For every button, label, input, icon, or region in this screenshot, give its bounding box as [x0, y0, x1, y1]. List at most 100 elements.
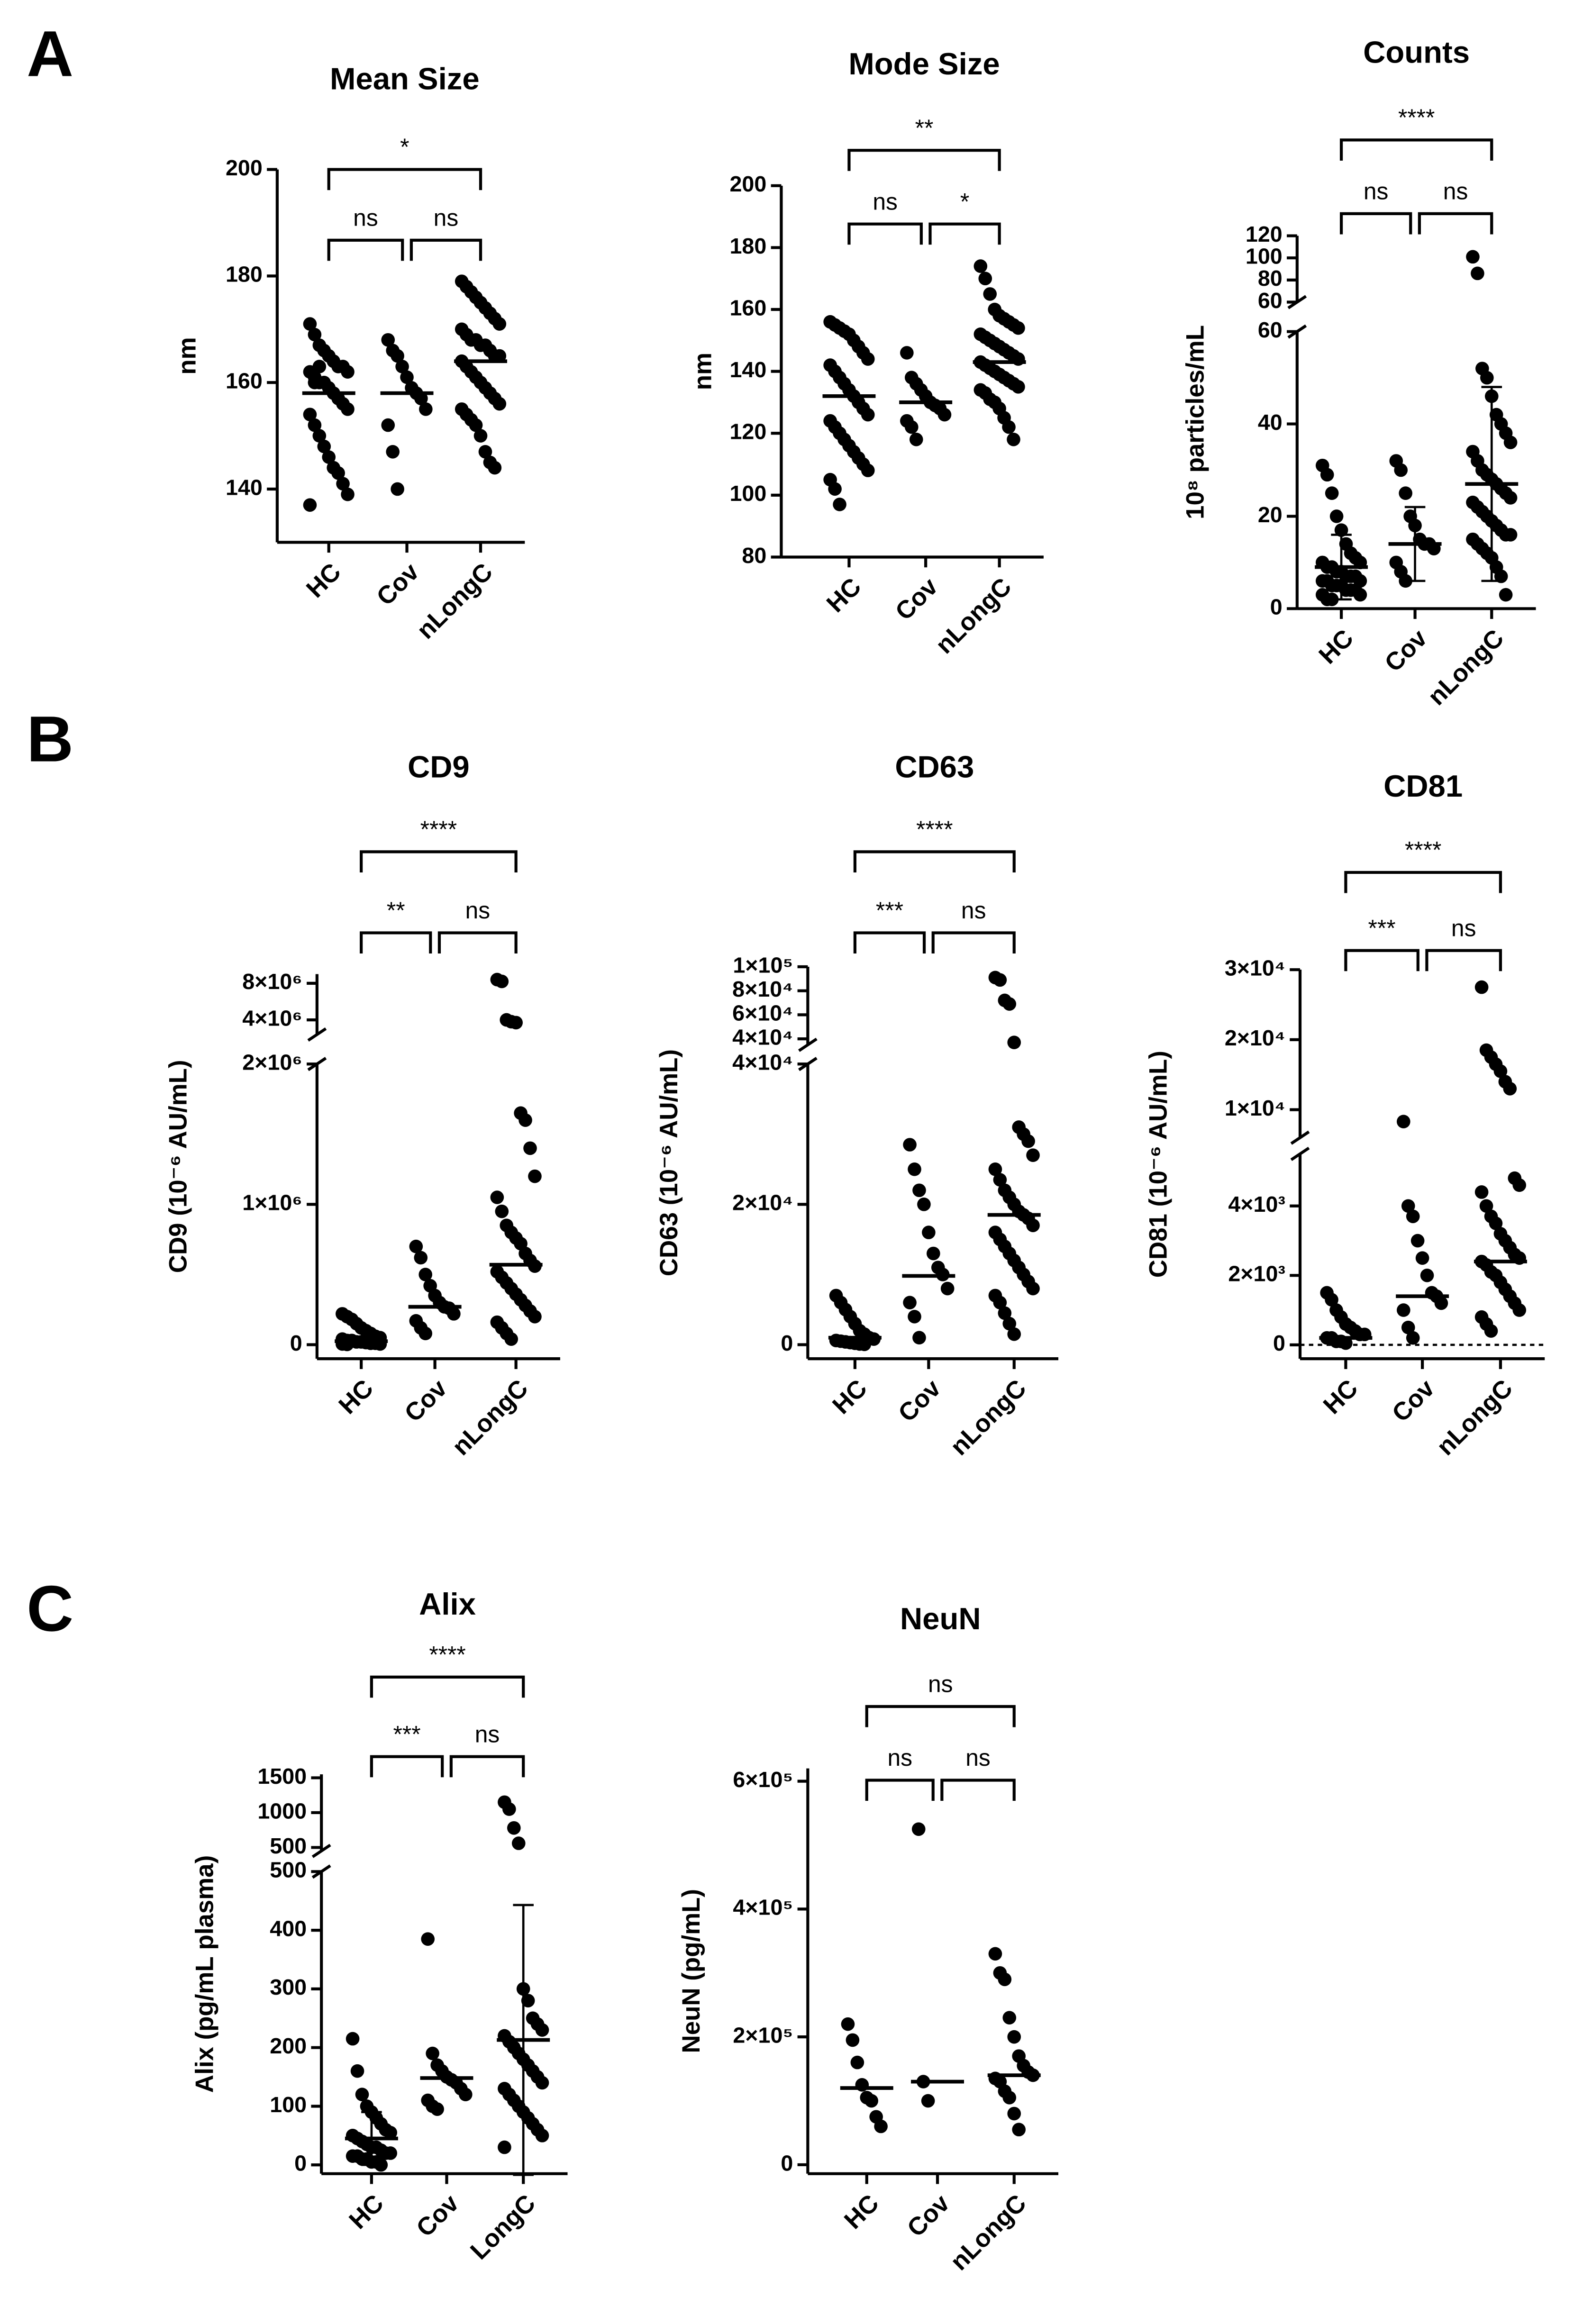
data-point: [1007, 2030, 1021, 2044]
y-tick-label: 120: [730, 419, 767, 444]
significance-bracket: [853, 850, 1016, 872]
y-tick-label: 140: [730, 357, 767, 382]
chart-title: CD63: [895, 750, 974, 784]
data-point: [1494, 569, 1508, 583]
data-point: [498, 2140, 511, 2154]
y-tick-label: 60: [1258, 288, 1283, 313]
data-point: [391, 349, 404, 363]
data-point: [1406, 1331, 1420, 1345]
y-tick-label: 8×10⁴: [732, 977, 793, 1001]
y-tick-label: 2×10⁵: [733, 2023, 793, 2047]
data-point: [492, 317, 507, 331]
data-point: [303, 408, 317, 421]
y-tick-label: 0: [781, 1331, 793, 1355]
y-tick-label: 40: [1258, 410, 1283, 435]
y-tick-label: 300: [270, 1975, 307, 1999]
data-point: [973, 259, 988, 273]
axis-break: [307, 1057, 327, 1071]
data-point: [1480, 371, 1494, 385]
data-point: [993, 973, 1007, 987]
data-point: [373, 1337, 387, 1351]
data-point: [861, 352, 875, 366]
data-point: [383, 2146, 398, 2160]
y-tick-label: 0: [1270, 595, 1283, 619]
data-point: [1026, 1148, 1040, 1162]
y-tick-label: 6×10⁴: [732, 1001, 793, 1026]
data-point: [519, 1113, 532, 1127]
data-point: [341, 402, 355, 416]
data-point: [1012, 2123, 1026, 2137]
data-point: [507, 1821, 521, 1835]
x-tick-label: HC: [1318, 1374, 1364, 1420]
data-point: [922, 1226, 936, 1239]
significance-bracket: [940, 1779, 1016, 1801]
data-point: [488, 461, 502, 475]
data-point: [909, 433, 923, 446]
significance-label: ns: [965, 1744, 991, 1771]
x-tick-label: Cov: [1379, 624, 1433, 678]
data-point: [535, 2076, 549, 2090]
data-point: [414, 391, 428, 406]
data-point: [308, 327, 322, 342]
data-point: [1474, 980, 1489, 994]
y-tick-label: 4×10⁵: [733, 1895, 793, 1920]
y-tick-label: 0: [1273, 1331, 1285, 1355]
x-tick-label: HC: [821, 572, 867, 618]
significance-bracket: [1344, 949, 1419, 971]
significance-bracket: [847, 149, 1001, 171]
significance-label: ****: [916, 816, 953, 843]
data-point: [1479, 1199, 1493, 1213]
data-point: [1334, 523, 1348, 537]
x-tick-label: Cov: [411, 2189, 464, 2242]
y-axis-label: nm: [173, 337, 201, 374]
significance-bracket: [370, 1675, 525, 1698]
data-point: [1410, 1234, 1425, 1248]
significance-bracket: [865, 1779, 935, 1801]
data-point: [912, 1331, 926, 1345]
data-point: [1002, 2011, 1017, 2024]
data-point: [502, 1802, 516, 1816]
data-point: [861, 408, 875, 422]
y-tick-label: 6×10⁵: [733, 1767, 793, 1792]
chart-title: Alix: [419, 1587, 476, 1621]
data-point: [1007, 1327, 1021, 1341]
significance-label: ns: [434, 204, 459, 231]
data-point: [528, 1309, 542, 1324]
data-point: [921, 2094, 935, 2108]
x-tick-label: HC: [344, 2189, 389, 2234]
data-point: [983, 287, 997, 301]
data-point: [1434, 1296, 1448, 1310]
x-tick-label: nLongC: [411, 558, 498, 645]
data-point: [426, 2046, 439, 2061]
axis-break: [798, 1037, 818, 1052]
data-point: [1415, 1251, 1429, 1265]
data-point: [903, 1296, 917, 1309]
x-tick-label: nLongC: [945, 1374, 1032, 1461]
data-point: [535, 2023, 549, 2037]
significance-label: ns: [465, 897, 491, 924]
x-tick-label: HC: [333, 1374, 379, 1420]
data-point: [495, 1204, 509, 1218]
axis-break: [307, 1027, 327, 1042]
y-tick-label: 180: [226, 262, 263, 287]
data-point: [1489, 1216, 1503, 1230]
data-point: [418, 1268, 433, 1281]
y-tick-label: 200: [730, 172, 767, 196]
data-point: [1002, 997, 1017, 1011]
y-tick-label: 4×10³: [1228, 1192, 1285, 1216]
y-tick-label: 4×10⁴: [732, 1025, 793, 1049]
significance-bracket: [847, 222, 923, 245]
y-tick-label: 500: [270, 1858, 307, 1882]
significance-bracket: [1339, 212, 1412, 235]
y-tick-label: 3×10⁴: [1225, 956, 1285, 980]
data-point: [846, 2033, 860, 2047]
x-tick-label: nLongC: [930, 572, 1017, 659]
data-point: [908, 1309, 921, 1324]
data-point: [1512, 1303, 1527, 1317]
y-axis-label: NeuN (pg/mL): [677, 1889, 705, 2053]
data-point: [473, 429, 488, 443]
significance-bracket: [360, 931, 432, 953]
chart-title: CD81: [1383, 769, 1463, 803]
data-point: [1329, 509, 1344, 523]
significance-label: ns: [887, 1744, 912, 1771]
